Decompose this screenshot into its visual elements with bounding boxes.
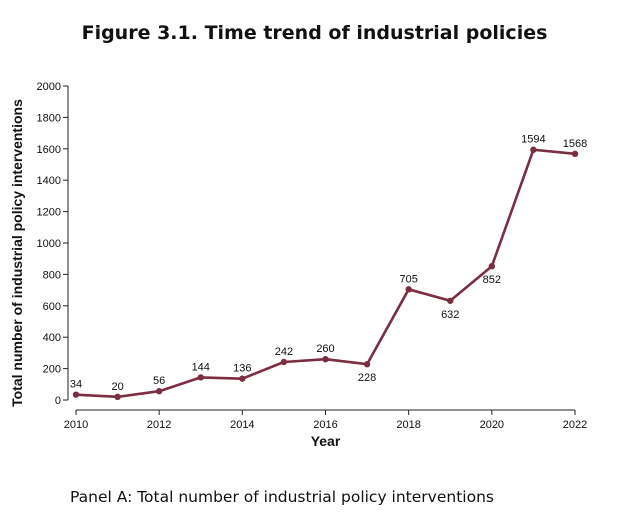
x-tick-label: 2012 [147, 419, 171, 431]
y-tick-label: 1600 [37, 144, 61, 156]
series-line [72, 146, 579, 401]
y-tick-label: 1200 [37, 207, 61, 219]
data-label: 260 [316, 343, 334, 355]
data-label: 852 [483, 274, 501, 286]
x-tick-label: 2018 [396, 419, 420, 431]
y-tick-label: 200 [43, 364, 61, 376]
data-label: 1568 [563, 138, 587, 150]
data-labels: 34 20 56 144 136 242 260 228 705 632 852 1594 1568 [70, 134, 587, 393]
data-label: 20 [111, 381, 123, 393]
data-point [239, 375, 246, 382]
data-label: 705 [399, 273, 417, 285]
data-label: 1594 [521, 134, 545, 146]
x-tick-label: 2016 [313, 419, 337, 431]
data-point [155, 388, 163, 395]
data-label: 136 [233, 363, 251, 375]
x-tick-label: 2014 [230, 419, 254, 431]
data-point [571, 150, 579, 158]
y-axis: 0 200 400 600 800 1000 1200 1400 1600 1800 2000 [37, 81, 69, 407]
data-point [447, 297, 454, 304]
y-tick-label: 2000 [37, 81, 61, 93]
panel-caption: Panel A: Total number of industrial poli… [70, 488, 494, 506]
data-label: 632 [441, 309, 459, 321]
data-point [405, 286, 412, 293]
y-tick-label: 1800 [37, 112, 61, 124]
data-point [322, 355, 329, 363]
figure-title: Figure 3.1. Time trend of industrial pol… [81, 22, 548, 44]
y-axis-title: Total number of industrial policy interv… [9, 99, 25, 407]
data-label: 144 [192, 361, 210, 373]
y-tick-label: 800 [43, 269, 61, 281]
y-tick-label: 600 [43, 301, 61, 313]
x-tick-label: 2022 [563, 419, 587, 431]
data-label: 242 [275, 346, 293, 358]
data-point [363, 361, 371, 368]
data-point [280, 358, 288, 366]
y-tick-label: 1400 [37, 175, 61, 187]
y-tick-label: 0 [55, 395, 61, 407]
x-tick-label: 2020 [480, 419, 504, 431]
line-chart: 0 200 400 600 800 1000 1200 1400 1600 1800 2000 20… [9, 81, 587, 449]
data-point [488, 263, 496, 270]
data-point [72, 391, 80, 398]
data-label: 228 [358, 372, 376, 384]
data-label: 56 [153, 375, 165, 387]
data-point [197, 374, 204, 381]
data-label: 34 [70, 379, 82, 391]
x-tick-label: 2010 [64, 419, 88, 431]
data-point [530, 146, 537, 153]
y-tick-label: 400 [43, 332, 61, 344]
x-axis-title: Year [311, 433, 341, 449]
y-tick-label: 1000 [37, 238, 61, 250]
x-axis: 2010 2012 2014 2016 2018 2020 2022 [64, 409, 587, 431]
data-point [114, 393, 121, 401]
